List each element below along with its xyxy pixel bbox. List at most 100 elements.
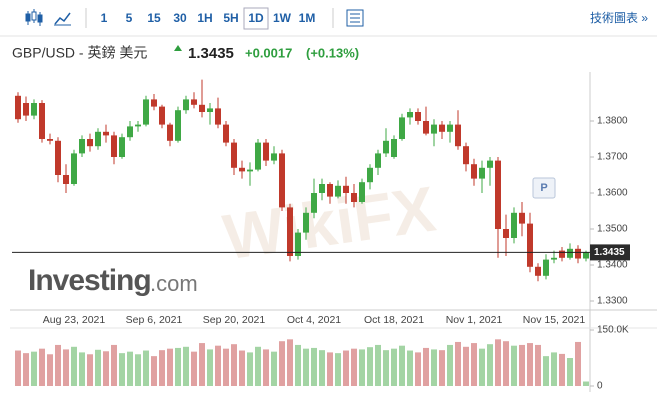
candle-body [383,140,389,154]
interval[interactable]: 1W [273,11,292,25]
volume-bar [119,353,125,386]
candle-body [47,139,53,141]
volume-bar [327,352,333,386]
candle-body [183,99,189,111]
toolbar: 1 5 15 30 1H 5H 1D 1W 1M 技術圖表 » [25,7,648,30]
candle-body [39,103,45,139]
candle-body [367,167,373,183]
volume-bar [479,348,485,386]
volume-bar [55,344,61,386]
volume-bar [463,346,469,386]
volume-bar [271,351,277,386]
interval[interactable]: 30 [173,11,187,25]
volume-bar [447,344,453,386]
candle-body [55,140,61,175]
candle-body [375,153,381,168]
volume-bar [383,350,389,386]
up-arrow [174,45,182,51]
y2-tick-label: 150.0K [597,325,629,336]
interval[interactable]: 1H [197,11,212,25]
change-pct: (+0.13%) [306,45,359,60]
candle-body [487,160,493,168]
x-tick-label: Sep 6, 2021 [126,314,183,326]
x-tick-label: Sep 20, 2021 [203,314,266,326]
volume-bar [303,348,309,386]
interval[interactable]: 1 [101,11,108,25]
volume-bar [151,356,157,386]
volume-bar [399,345,405,386]
candle-body [447,124,453,132]
y-tick-label: 1.3300 [597,296,628,307]
candle-body [543,259,549,276]
interval[interactable]: 15 [147,11,161,25]
candle-body [31,103,37,116]
candle-body [567,248,573,258]
candle-body [583,252,589,259]
candle-body [431,124,437,134]
tech-chart-link[interactable]: 技術圖表 » [590,11,648,25]
candle-body [415,112,421,121]
line-icon[interactable] [54,12,71,25]
indicator-icon[interactable] [346,9,364,27]
volume-bar [295,344,301,386]
volume-bar [111,344,117,386]
candle-body [79,139,85,154]
y-tick-label: 1.3400 [597,260,628,271]
candle-icon[interactable] [25,9,43,26]
volume-bar [471,343,477,386]
volume-bar [167,348,173,386]
last-price-box [590,244,630,261]
volume-bar [335,353,341,386]
candle-body [551,257,557,260]
candle-body [503,229,509,238]
volume-bar [359,349,365,386]
volume-bar [39,348,45,386]
candle-body [471,164,477,179]
candle-body [559,250,565,258]
volume-bar [527,343,533,386]
volume-bar [367,347,373,386]
volume-bar [415,352,421,386]
candle-body [519,212,525,224]
volume-bar [559,353,565,386]
plot: 1.3300 1.3400 1.3500 1.3600 1.3700 1.3800 0 150… [12,79,630,392]
candle-body [423,121,429,134]
volume-bar [47,354,53,386]
candle-body [95,131,101,147]
volume-bar [79,352,85,386]
candle-body [223,124,229,143]
interval[interactable]: 1D [248,11,264,25]
interval[interactable]: 5 [126,11,133,25]
volume-bar [183,346,189,386]
x-tick-label: Oct 18, 2021 [364,314,424,326]
volume-bar [487,344,493,386]
candle-body [127,126,133,138]
volume-bar [439,350,445,386]
candle-body [287,207,293,256]
candle-body [199,104,205,112]
candle-body [495,160,501,229]
candle-body [455,124,461,147]
volume-bar [103,351,109,386]
interval[interactable]: 5H [223,11,238,25]
volume-bar [455,341,461,386]
x-tick-label: Nov 15, 2021 [523,314,586,326]
x-tick-label: Oct 4, 2021 [287,314,341,326]
candle-body [479,167,485,179]
interval[interactable]: 1M [299,11,316,25]
candle-body [263,142,269,161]
volume-bar [247,352,253,386]
event-marker-label[interactable]: P [540,182,547,194]
candle-body [271,153,277,161]
volume-bar [159,350,165,386]
candle-body [143,99,149,125]
event-marker[interactable] [532,177,556,199]
volume-bar [87,354,93,386]
volume-bar [95,349,101,386]
candle-body [279,153,285,208]
y-tick-label: 1.3500 [597,224,628,235]
volume-bar [287,339,293,386]
candle-body [391,139,397,157]
volume-bar [551,352,557,386]
